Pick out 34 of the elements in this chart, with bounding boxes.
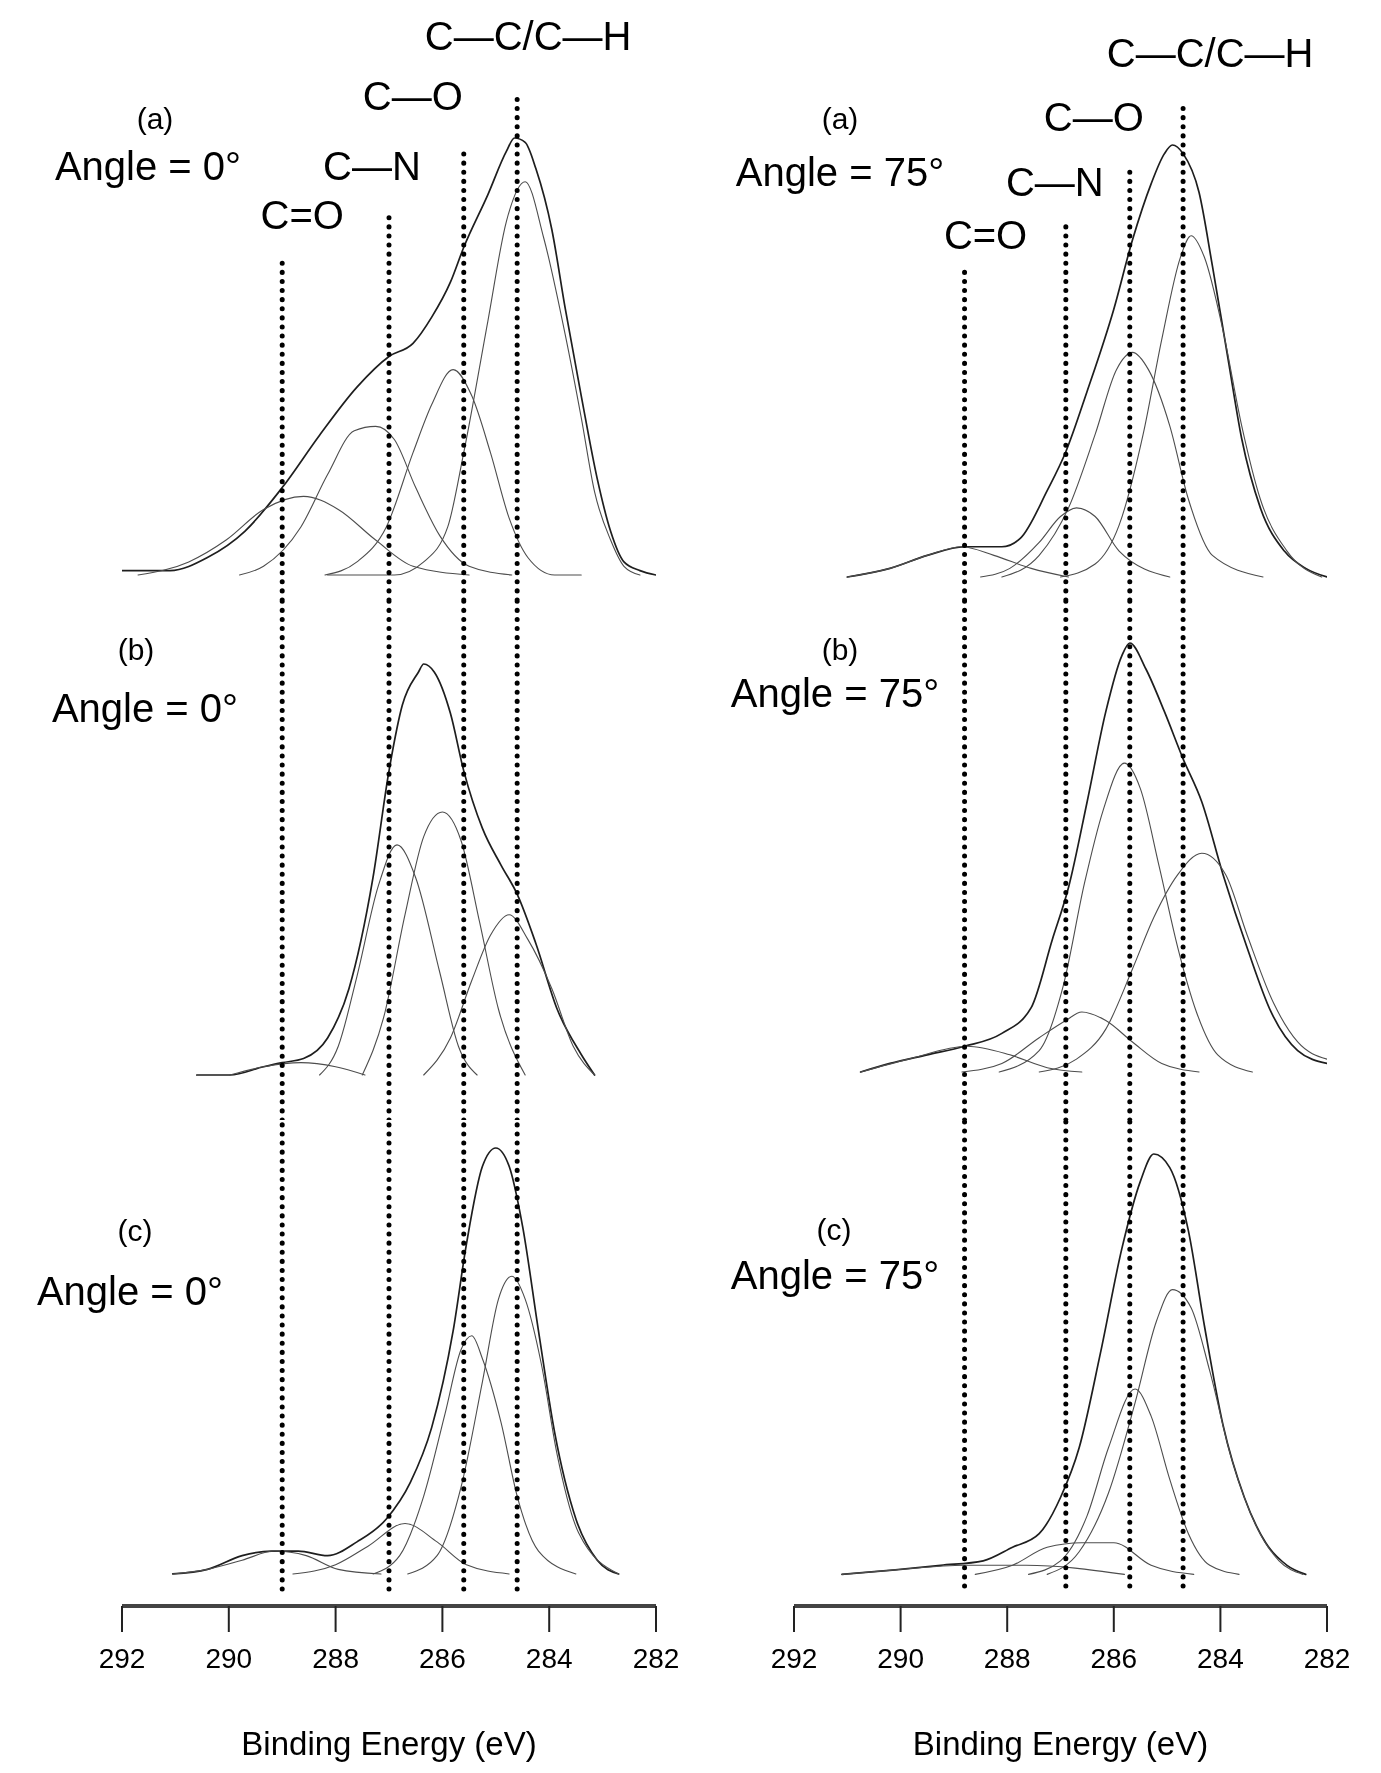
annotation: (b) [821,633,859,666]
ref-line-label: C—C/C—H [1106,31,1314,75]
annotation: Angle = 75° [735,150,945,194]
x-tick-label: 282 [1303,1642,1351,1674]
ref-line-label: C—N [323,144,421,188]
ref-line-label: C—N [1005,160,1104,204]
annotation: (b) [117,633,155,666]
ref-line-label: C—O [362,74,463,118]
x-tick-label: 286 [419,1642,466,1674]
text: (a) [821,102,859,135]
x-tick-label: 288 [983,1642,1031,1674]
x-tick-label: 282 [632,1642,680,1674]
x-tick-label: 292 [98,1642,146,1674]
x-tick-label: 290 [205,1642,253,1674]
x-tick-label: 292 [770,1642,818,1674]
x-tick-label: 284 [1197,1642,1244,1674]
x-tick-label: 286 [1090,1642,1138,1674]
annotation: Angle = 0° [36,1269,224,1313]
annotation: Angle = 0° [54,144,242,188]
text: (a) [136,102,174,135]
annotation: Angle = 75° [730,671,940,715]
ref-line-label: C—C/C—H [424,14,632,58]
ref-line-label: C=O [260,193,344,237]
x-tick-label: 284 [525,1642,573,1674]
ref-line-label: C—O [1043,95,1144,139]
x-tick-label: 290 [877,1642,924,1674]
annotation: (c) [816,1213,852,1246]
x-axis-title: Binding Energy (eV) [241,1725,537,1762]
x-tick-label: 288 [312,1642,359,1674]
annotation: (c) [117,1214,153,1247]
annotation: Angle = 75° [730,1253,940,1297]
x-axis-title: Binding Energy (eV) [912,1725,1209,1762]
ref-line-label: C=O [943,213,1028,257]
annotation: Angle = 0° [51,686,239,730]
